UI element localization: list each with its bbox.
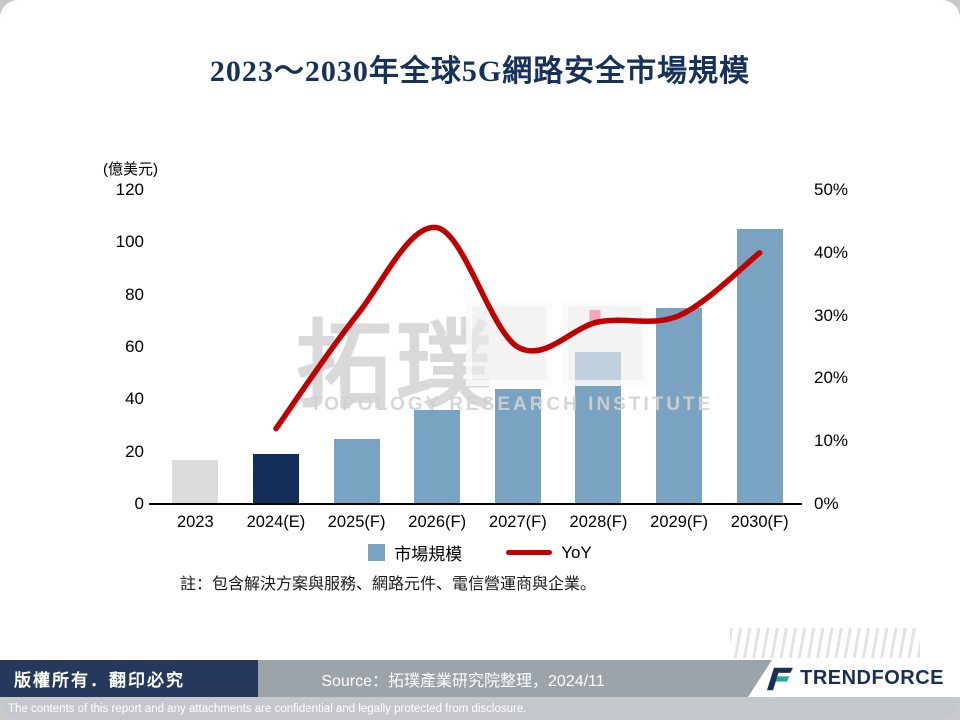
- trendforce-wordmark: TRENDFORCE: [800, 667, 944, 689]
- right-axis-tick-label: 50%: [814, 180, 849, 199]
- legend-label: 市場規模: [394, 545, 463, 564]
- bar-2027(F): [494, 388, 541, 504]
- right-axis-tick-label: 40%: [814, 242, 849, 262]
- y-axis-tick-label: 80: [125, 284, 144, 304]
- hatch-watermark: [730, 628, 920, 658]
- y-axis-unit-label: (億美元): [103, 161, 158, 178]
- x-axis-category-label: 2027(F): [488, 513, 547, 531]
- x-axis-category-label: 2023: [176, 513, 214, 531]
- right-axis-tick-label: 30%: [814, 305, 849, 325]
- bar-2025(F): [333, 438, 380, 504]
- y-axis-tick-label: 100: [115, 232, 144, 252]
- y-axis-tick-label: 40: [125, 389, 144, 409]
- legend-label: YoY: [561, 542, 592, 562]
- y-axis-tick-label: 120: [115, 180, 144, 199]
- trendforce-logo: TRENDFORCE: [748, 660, 960, 697]
- chart-title: 2023～2030年全球5G網路安全市場規模: [209, 55, 751, 88]
- bar-2023: [172, 459, 219, 504]
- bar-2029(F): [656, 307, 703, 504]
- chart-legend: 市場規模 YoY: [0, 540, 960, 565]
- plot-area: [155, 190, 800, 504]
- legend-line-swatch: [506, 550, 553, 555]
- bar-2026(F): [414, 409, 461, 504]
- right-axis-tick-label: 0%: [814, 494, 839, 513]
- y-axis-tick-label: 20: [125, 441, 144, 461]
- right-axis-tick-label: 10%: [814, 431, 849, 451]
- bar-2030(F): [736, 229, 783, 504]
- disclaimer-strip: The contents of this report and any atta…: [0, 697, 960, 720]
- legend-item-YoY: YoY: [506, 543, 592, 563]
- copyright-bar: 版權所有．翻印必究: [0, 660, 258, 697]
- legend-item-市場規模: 市場規模: [368, 540, 462, 565]
- x-axis-category-label: 2030(F): [730, 513, 789, 531]
- bar-2024(E): [252, 454, 299, 504]
- x-axis-category-label: 2029(F): [650, 513, 708, 531]
- trendforce-logo-icon: [767, 667, 794, 690]
- x-axis-category-label: 2024(E): [246, 513, 306, 531]
- x-axis-category-label: 2026(F): [408, 513, 467, 531]
- chart-footnote: 註：包含解決方案與服務、網路元件、電信營運商與企業。: [180, 576, 597, 593]
- legend-square-swatch: [368, 544, 386, 561]
- x-axis-category-label: 2025(F): [327, 513, 386, 531]
- source-text: Source：拓璞產業研究院整理，2024/11: [321, 672, 605, 690]
- x-axis-category-label: 2028(F): [569, 513, 628, 531]
- x-axis-line: [149, 503, 802, 505]
- right-axis-tick-label: 20%: [814, 368, 849, 388]
- yoy-line-path: [273, 224, 763, 432]
- yoy-line-chart: [273, 224, 763, 432]
- y-axis-tick-label: 0: [134, 494, 144, 513]
- y-axis-tick-label: 60: [125, 337, 144, 356]
